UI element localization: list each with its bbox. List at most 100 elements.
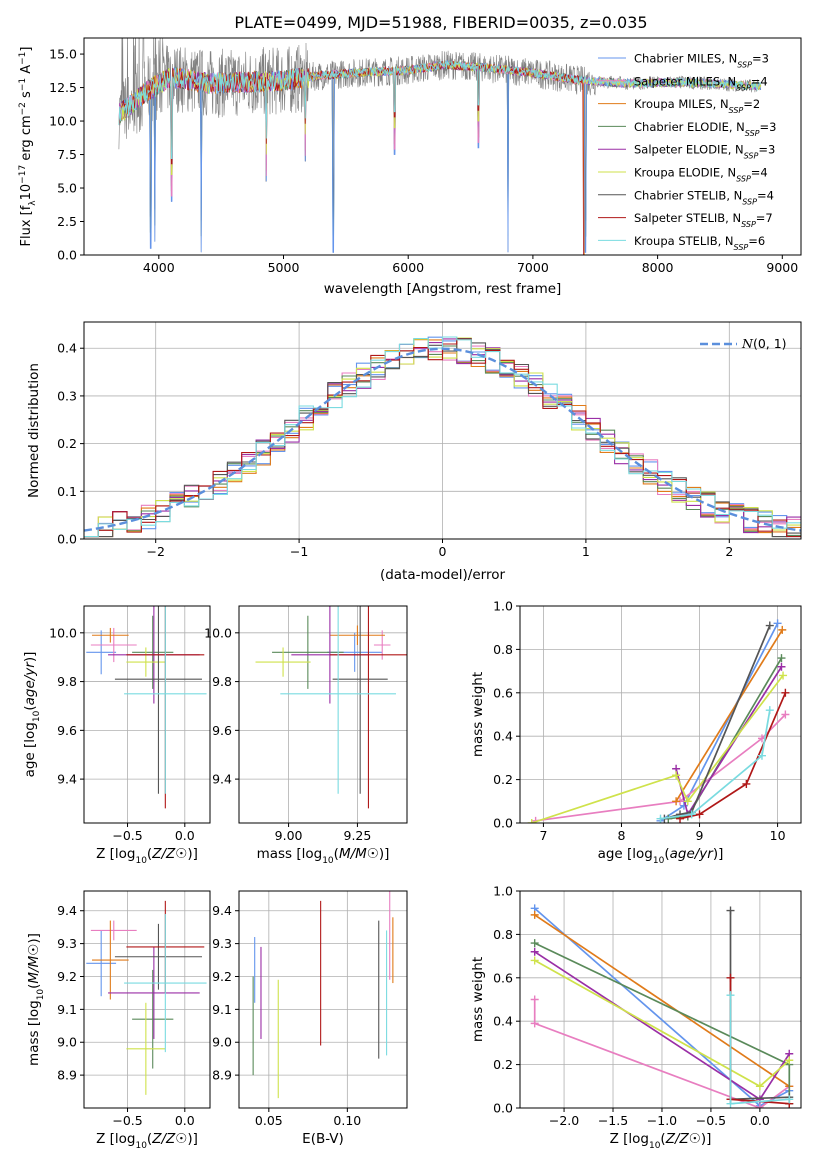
plot-area: [84, 336, 801, 538]
weight-marker: [527, 819, 536, 823]
weight-marker: [672, 771, 681, 780]
y-tick-label: 9.0: [212, 1035, 232, 1050]
y-tick-label: 1.0: [493, 884, 513, 899]
panel-mass_vs_ebv: 0.05 0.10 8.9 9.0 9.1 9.2 9.3 9.4 E(B-V): [212, 890, 408, 1147]
x-tick-label: 7000: [517, 260, 549, 275]
x-tick-label: −0.5: [696, 1113, 726, 1128]
y-tick-label: 8.9: [212, 1068, 232, 1083]
axes-frame: [238, 605, 408, 824]
x-tick-label: −2.0: [549, 1113, 579, 1128]
x-axis-label: (data-model)/error: [380, 567, 506, 583]
x-axis-label: age [log10(age/yr)]: [598, 846, 724, 866]
y-tick-label: 0.2: [493, 772, 513, 787]
weight-marker: [687, 810, 696, 819]
weight-marker: [773, 619, 782, 628]
x-tick-label: 8000: [642, 260, 674, 275]
x-tick-label: −0.5: [112, 828, 142, 843]
weight-marker: [778, 625, 787, 634]
legend-entry: Salpeter STELIB, NSSP=7: [634, 211, 773, 229]
weight-marker: [757, 751, 766, 760]
legend-entry: Salpeter MILES, NSSP=4: [634, 74, 768, 92]
weight-marker: [785, 1056, 794, 1065]
weight-marker: [777, 662, 786, 671]
y-tick-label: 0.4: [493, 729, 513, 744]
axes-frame: [519, 605, 802, 824]
x-axis-label: Z [log10(Z/Z☉)]: [96, 846, 198, 866]
model-line-9: [118, 60, 762, 160]
y-tick-label: 0.0: [57, 532, 77, 547]
x-tick-label: 0.05: [255, 1113, 283, 1128]
y-tick-label: 0.8: [493, 642, 513, 657]
x-tick-label: 4000: [143, 260, 175, 275]
x-tick-label: 9.25: [344, 828, 372, 843]
x-tick-label: −1: [290, 544, 308, 559]
y-tick-label: 9.3: [57, 936, 77, 951]
legend-entry: Chabrier ELODIE, NSSP=3: [634, 120, 776, 138]
y-tick-label: 9.0: [57, 1035, 77, 1050]
y-tick-label: 9.4: [57, 903, 77, 918]
weight-line-3: [534, 914, 790, 1088]
legend-entry: Kroupa ELODIE, NSSP=4: [634, 166, 768, 184]
y-tick-label: 1.0: [493, 599, 513, 614]
panel-massweight_vs_age: 7 8 9 10 0.0 0.2 0.4 0.6 0.8 1.0 age [log10(age/yr…: [470, 599, 802, 866]
y-tick-label: 9.3: [212, 936, 232, 951]
weight-marker: [726, 1099, 735, 1108]
plot-area: [527, 619, 790, 823]
x-tick-label: 0.0: [175, 1113, 195, 1128]
x-tick-label: 2: [725, 544, 733, 559]
y-tick-label: 9.2: [57, 969, 77, 984]
plot-area: [86, 900, 207, 1095]
y-tick-label: 0.4: [493, 1014, 513, 1029]
y-tick-label: 10.0: [49, 114, 77, 129]
y-tick-label: 9.8: [57, 674, 77, 689]
y-tick-label: 9.4: [57, 772, 77, 787]
legend-entry: N(0, 1): [741, 336, 787, 351]
x-axis-label: Z [log10(Z/Z☉)]: [96, 1131, 198, 1151]
weight-marker: [765, 621, 774, 630]
weight-marker: [765, 706, 774, 715]
axes-frame: [238, 890, 408, 1109]
x-tick-label: 9000: [766, 260, 798, 275]
y-tick-label: 0.6: [493, 970, 513, 985]
x-tick-label: −2: [146, 544, 164, 559]
legend-entry: Chabrier MILES, NSSP=3: [634, 52, 769, 70]
x-tick-label: −0.5: [112, 1113, 142, 1128]
plot-area: [86, 606, 207, 809]
legend-entry: Chabrier STELIB, NSSP=4: [634, 188, 774, 206]
y-tick-label: 9.4: [212, 903, 232, 918]
y-tick-label: 9.1: [212, 1002, 232, 1017]
x-tick-label: 0.10: [333, 1113, 361, 1128]
weight-marker: [742, 779, 751, 788]
weight-marker: [530, 956, 539, 965]
y-tick-label: 0.2: [57, 436, 77, 451]
x-tick-label: 5000: [268, 260, 300, 275]
weight-line-8: [679, 692, 787, 820]
weight-line-2: [535, 713, 787, 822]
weight-marker: [785, 1095, 794, 1104]
weight-marker: [781, 688, 790, 697]
panel-residuals: N(0, 1) −2 −1 0 1 2 0.0 0.1 0.2 0.3 0.4 (data-model…: [26, 321, 802, 583]
weight-marker: [781, 710, 790, 719]
panel-massweight_vs_Z: −2.0 −1.5 −1.0 −0.5 0.0 0.0 0.2 0.4 0.6 0.8 1.0 Z […: [470, 884, 802, 1151]
weight-marker: [530, 1019, 539, 1028]
y-tick-label: 9.8: [212, 674, 232, 689]
y-tick-label: 8.9: [57, 1068, 77, 1083]
y-tick-label: 0.8: [493, 927, 513, 942]
x-tick-label: −1.5: [598, 1113, 628, 1128]
histogram-9: [84, 336, 801, 538]
weight-marker: [656, 814, 665, 823]
weight-marker: [777, 654, 786, 663]
y-tick-label: 0.0: [493, 1101, 513, 1116]
y-tick-label: 0.4: [57, 341, 77, 356]
y-tick-label: 9.2: [212, 969, 232, 984]
weight-marker: [672, 797, 681, 806]
y-axis-label: Normed distribution: [26, 363, 42, 498]
x-tick-label: 7: [539, 828, 547, 843]
x-axis-label: E(B-V): [302, 1131, 344, 1147]
legend: Chabrier MILES, NSSP=3 Salpeter MILES, NS…: [598, 52, 776, 251]
weight-marker: [530, 947, 539, 956]
x-tick-label: −1.0: [647, 1113, 677, 1128]
axes-frame: [519, 890, 802, 1109]
x-tick-label: 9.00: [275, 828, 303, 843]
